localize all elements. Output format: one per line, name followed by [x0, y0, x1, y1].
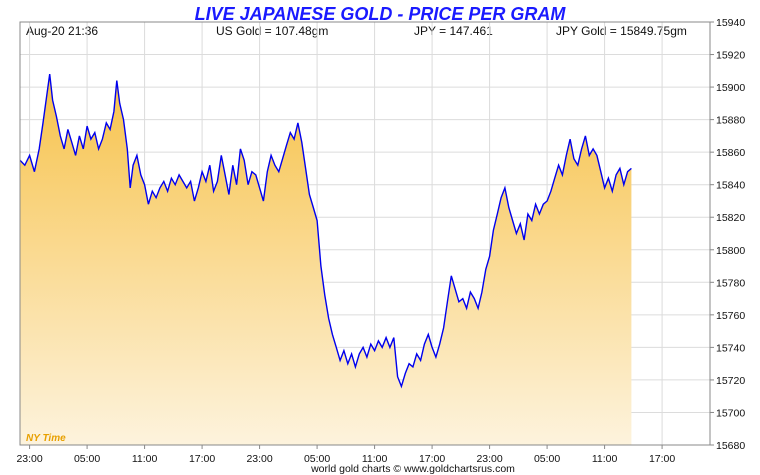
y-tick-label: 15860 [716, 147, 745, 159]
x-tick-label: 05:00 [74, 453, 100, 465]
y-tick-label: 15720 [716, 375, 745, 387]
us-gold-label: US Gold = 107.48gm [216, 24, 328, 38]
y-tick-label: 15740 [716, 342, 745, 354]
x-tick-label: 17:00 [189, 453, 215, 465]
ny-time-label: NY Time [26, 433, 66, 444]
x-tick-label: 05:00 [534, 453, 560, 465]
y-tick-label: 15940 [716, 17, 745, 29]
footer-credit: world gold charts © www.goldchartsrus.co… [310, 463, 515, 475]
x-axis: 23:00 05:00 11:00 17:00 23:00 05:00 11:00 17:00… [16, 445, 675, 465]
y-tick-label: 15700 [716, 407, 745, 419]
jpy-rate-label: JPY = 147.461 [414, 24, 493, 38]
price-area-fill [20, 74, 632, 445]
y-tick-label: 15680 [716, 440, 745, 452]
x-tick-label: 11:00 [592, 453, 618, 465]
y-tick-label: 15820 [716, 212, 745, 224]
x-tick-label: 23:00 [476, 453, 502, 465]
y-tick-label: 15780 [716, 277, 745, 289]
y-tick-label: 15880 [716, 115, 745, 127]
y-tick-label: 15920 [716, 50, 745, 62]
y-tick-label: 15760 [716, 310, 745, 322]
price-line [19, 74, 632, 389]
x-tick-label: 11:00 [132, 453, 158, 465]
x-tick-label: 23:00 [16, 453, 42, 465]
plot-frame [19, 21, 711, 446]
x-tick-label: 17:00 [649, 453, 675, 465]
y-tick-label: 15900 [716, 82, 745, 94]
y-tick-label: 15840 [716, 180, 745, 192]
y-tick-label: 15800 [716, 245, 745, 257]
chart-title: LIVE JAPANESE GOLD - PRICE PER GRAM [195, 4, 567, 24]
x-tick-label: 17:00 [419, 453, 445, 465]
x-tick-label: 23:00 [246, 453, 272, 465]
timestamp-label: Aug-20 21:36 [26, 24, 98, 38]
x-tick-label: 05:00 [304, 453, 330, 465]
y-axis: 15680 15700 15720 15740 15760 15780 15800 15820… [710, 17, 745, 452]
x-tick-label: 11:00 [362, 453, 388, 465]
jpy-gold-label: JPY Gold = 15849.75gm [556, 24, 687, 38]
